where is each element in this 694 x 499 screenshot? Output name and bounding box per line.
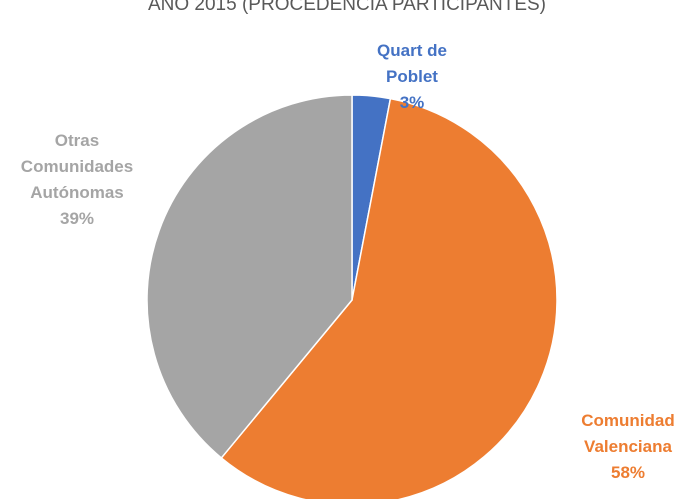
category-label: Comunidad Valenciana [581,411,675,456]
value-label: 39% [59,209,95,228]
value-label: 58% [610,463,646,482]
value-label: 3% [399,93,425,112]
pie-slice [146,94,353,460]
category-label: Quart de Poblet [377,41,447,86]
data-label: Quart de Poblet 3% [352,38,472,116]
data-label: Otras Comunidades Autónomas 39% [12,128,142,232]
category-label: Otras Comunidades Autónomas [20,131,134,202]
pie-slice [220,97,558,499]
chart-title: AÑO 2015 (PROCEDENCIA PARTICIPANTES) [147,0,547,15]
data-label: Comunidad Valenciana 58% [563,408,693,486]
